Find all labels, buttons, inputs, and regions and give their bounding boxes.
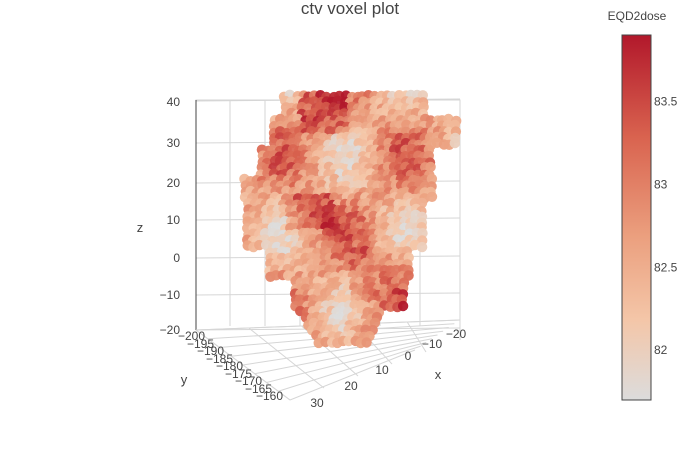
y-tick-label: −170 [235, 374, 262, 388]
voxel-point [416, 241, 428, 253]
chart-title: ctv voxel plot [301, 0, 400, 18]
colorbar-ticks: 83.5 83 82.5 82 [654, 94, 678, 357]
voxel-point [320, 101, 332, 113]
y-tick-label: −180 [216, 359, 243, 373]
y-tick-label: −190 [197, 344, 224, 358]
y-axis-ticks: −200−195−190−185−180−175−170−165−160 [178, 329, 283, 403]
colorbar-tick-label: 82.5 [654, 260, 678, 274]
z-tick-label: 30 [167, 136, 181, 150]
voxel-point [449, 137, 461, 149]
z-axis-title: z [137, 220, 144, 235]
voxel-point [385, 197, 396, 209]
voxel-point [426, 173, 438, 185]
voxel-point [417, 228, 428, 239]
x-axis-ticks: −20−10 0 10 20 30 [310, 327, 466, 410]
voxel-point [361, 197, 372, 209]
colorbar-tick-label: 83 [654, 177, 668, 191]
y-tick-label: −185 [206, 352, 233, 366]
colorbar-tick-label: 82 [654, 343, 668, 357]
x-tick-label: 0 [405, 349, 412, 363]
x-tick-label: 20 [344, 379, 358, 393]
colorbar-title: EQD2dose [608, 9, 667, 23]
z-tick-label: 10 [167, 213, 181, 227]
y-axis-title: y [181, 372, 188, 387]
voxel-point [292, 150, 303, 161]
z-axis-ticks: 40 30 20 10 0 −10 −20 [160, 95, 181, 337]
voxel-cloud[interactable] [239, 89, 462, 349]
z-tick-label: 20 [167, 176, 181, 190]
x-tick-label: 10 [375, 363, 389, 377]
voxel-point [361, 337, 372, 348]
y-tick-label: −175 [225, 367, 252, 381]
voxel-point [425, 161, 436, 173]
z-tick-label: 40 [167, 95, 181, 109]
voxel-point [397, 300, 409, 312]
y-tick-label: −160 [256, 389, 283, 403]
x-tick-label: −20 [446, 327, 467, 341]
x-tick-label: 30 [310, 396, 324, 410]
y-tick-label: −165 [245, 382, 272, 396]
colorbar[interactable]: EQD2dose 83.5 83 82.5 82 [608, 9, 678, 401]
y-tick-label: −195 [187, 337, 214, 351]
x-tick-label: −10 [422, 337, 443, 351]
colorbar-tick-label: 83.5 [654, 94, 678, 108]
z-tick-label: 0 [173, 251, 180, 265]
colorbar-gradient [621, 34, 652, 401]
z-tick-label: −10 [160, 288, 181, 302]
y-tick-label: −200 [178, 329, 205, 343]
voxel-point [426, 191, 438, 202]
x-axis-title: x [435, 367, 442, 382]
z-tick-label: −20 [160, 323, 181, 337]
